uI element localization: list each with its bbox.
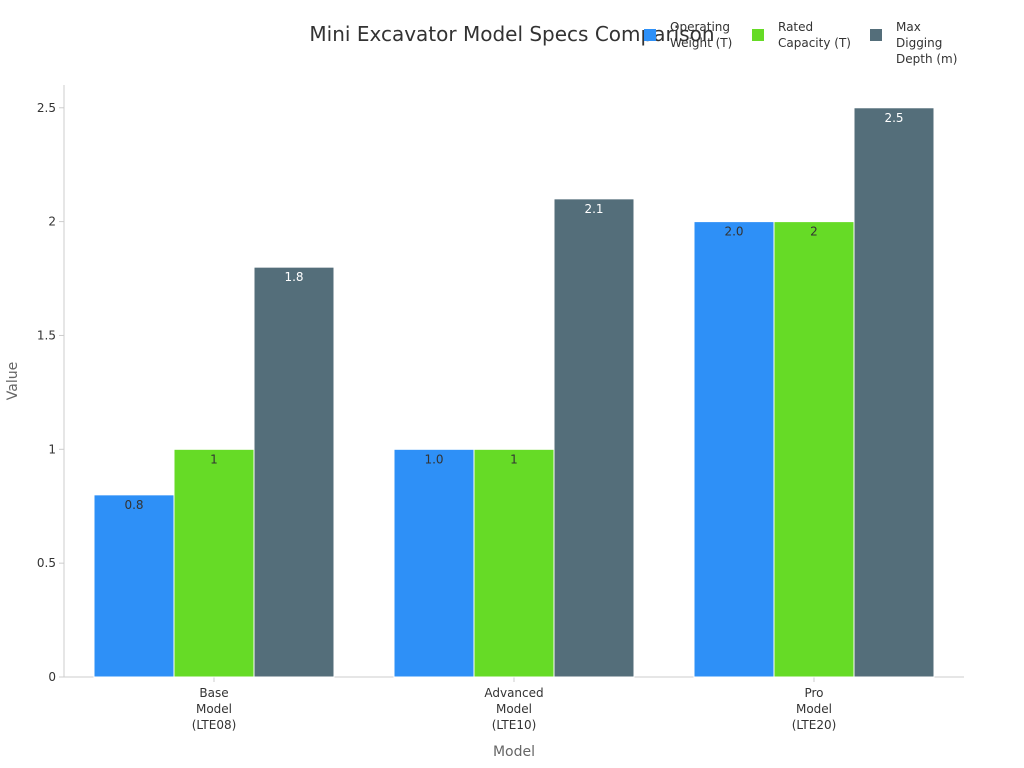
bar[interactable] (93, 494, 175, 678)
legend-label: Rated Capacity (T) (778, 20, 851, 50)
text-line: (LTE08) (192, 718, 237, 732)
text-line: Model (496, 702, 532, 716)
legend-item[interactable]: Operating Weight (T) (644, 20, 732, 50)
y-tick-label: 2 (48, 215, 56, 229)
text-line: Depth (m) (896, 52, 957, 66)
text-line: Advanced (484, 686, 543, 700)
legend-label: Operating Weight (T) (670, 20, 732, 50)
bars: 0.8 1 1.8 1.0 1 2.1 2.0 2 2.5 (93, 107, 935, 678)
x-tick-label: Advanced Model (LTE10) (484, 686, 543, 732)
text-line: Max (896, 20, 921, 34)
legend: Operating Weight (T) Rated Capacity (T) Max D… (644, 20, 957, 66)
bar[interactable] (773, 221, 855, 678)
legend-label: Max Digging Depth (m) (896, 20, 957, 66)
text-line: (LTE20) (792, 718, 837, 732)
bar-value-label: 1 (510, 452, 518, 466)
y-tick-label: 0 (48, 670, 56, 684)
bar[interactable] (393, 448, 475, 678)
legend-swatch (644, 29, 656, 41)
legend-item[interactable]: Rated Capacity (T) (752, 20, 851, 50)
legend-item[interactable]: Max Digging Depth (m) (870, 20, 957, 66)
y-tick-label: 1.5 (37, 328, 56, 342)
y-axis-title: Value (5, 362, 21, 400)
text-line: Pro (804, 686, 823, 700)
bar-value-label: 1 (210, 452, 218, 466)
y-tick-label: 2.5 (37, 101, 56, 115)
text-line: Rated (778, 20, 813, 34)
y-tick-label: 1 (48, 442, 56, 456)
text-line: (LTE10) (492, 718, 537, 732)
legend-swatch (752, 29, 764, 41)
x-axis-title: Model (493, 744, 535, 760)
bar-value-label: 1.0 (424, 452, 443, 466)
bar-value-label: 2.1 (584, 202, 603, 216)
y-tick-label: 0.5 (37, 556, 56, 570)
text-line: Model (196, 702, 232, 716)
text-line: Weight (T) (670, 36, 732, 50)
bar[interactable] (173, 448, 255, 678)
bar-value-label: 2 (810, 225, 818, 239)
bar-value-label: 2.0 (724, 225, 743, 239)
bar-value-label: 1.8 (284, 270, 303, 284)
bar[interactable] (853, 107, 935, 678)
bar-value-label: 2.5 (884, 111, 903, 125)
legend-swatch (870, 29, 882, 41)
text-line: Digging (896, 36, 942, 50)
text-line: Capacity (T) (778, 36, 851, 50)
bar[interactable] (693, 221, 775, 678)
text-line: Model (796, 702, 832, 716)
bar[interactable] (253, 266, 335, 678)
bar-value-label: 0.8 (124, 498, 143, 512)
bar[interactable] (553, 198, 635, 678)
bar[interactable] (473, 448, 555, 678)
x-tick-label: Base Model (LTE08) (192, 686, 237, 732)
text-line: Operating (670, 20, 730, 34)
text-line: Base (199, 686, 228, 700)
x-tick-label: Pro Model (LTE20) (792, 686, 837, 732)
